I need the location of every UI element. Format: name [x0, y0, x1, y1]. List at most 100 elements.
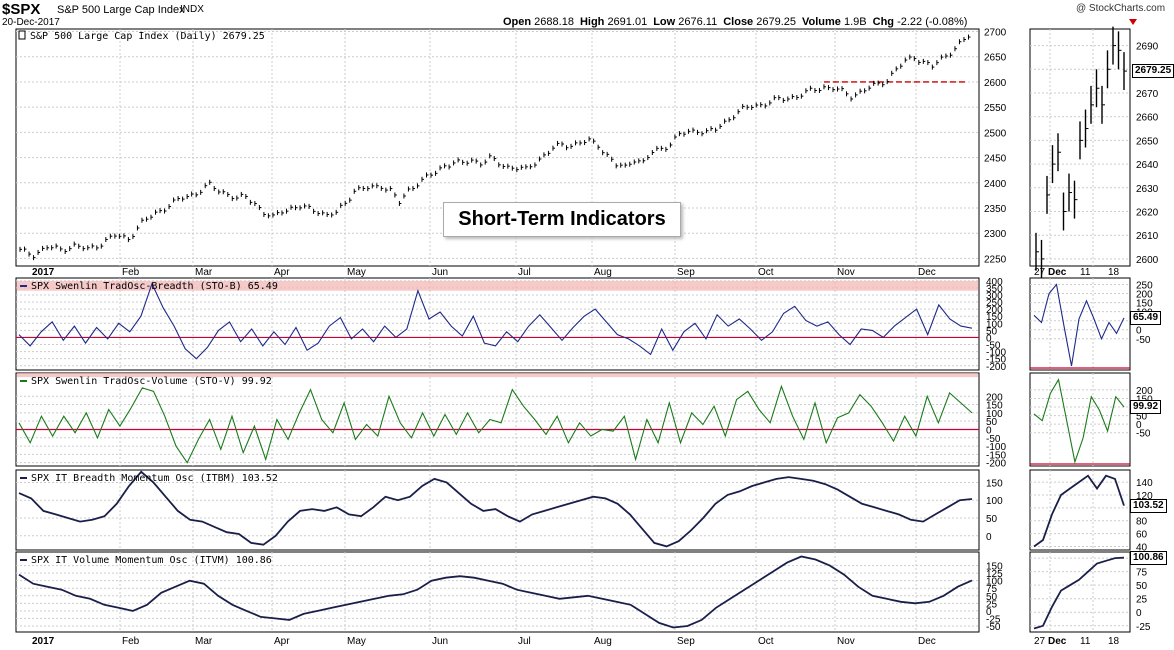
zoom-panel-frame [1029, 372, 1131, 467]
itvm-zoom-line [1033, 556, 1125, 630]
y-tick-label: 250 [1136, 281, 1153, 292]
y-tick-label: 150 [986, 562, 1003, 573]
price-panel-title: S&P 500 Large Cap Index (Daily) 2679.25 [30, 31, 265, 42]
y-tick-label: 50 [986, 592, 998, 603]
x-tick-label: Apr [274, 636, 290, 647]
y-tick-label: 200 [986, 305, 1003, 316]
brand[interactable]: @ StockCharts.com [1076, 3, 1166, 14]
y-tick-label: 100 [986, 496, 1003, 507]
y-tick-label: 400 [986, 277, 1003, 288]
y-tick-label: -50 [986, 341, 1001, 352]
y-tick-label: 2300 [984, 229, 1007, 240]
x-tick-label: Sep [677, 267, 695, 278]
quote-value: 2691.01 [607, 16, 648, 28]
itvm-panel-title: SPX IT Volume Momentum Osc (ITVM) 100.86 [31, 555, 272, 566]
exchange: INDX [180, 4, 204, 15]
y-tick-label: 2550 [984, 103, 1007, 114]
y-tick-label: 2690 [1136, 42, 1159, 53]
change-down-icon [1129, 19, 1137, 25]
y-tick-label: 2610 [1136, 231, 1159, 242]
stov-zoom-line [1033, 378, 1125, 465]
y-tick-label: 150 [1136, 299, 1153, 310]
stov-overbought-band [17, 373, 978, 378]
quote-label: High [579, 16, 608, 28]
x-tick-label: Jun [432, 636, 448, 647]
y-tick-label: 50 [1136, 581, 1148, 592]
zoom-x-tick-label: 11 [1080, 636, 1091, 647]
y-tick-label: 2640 [1136, 160, 1159, 171]
legend-swatch [18, 30, 26, 40]
y-tick-label: 2670 [1136, 89, 1159, 100]
y-tick-label: 2500 [984, 128, 1007, 139]
y-tick-label: 350 [986, 284, 1003, 295]
y-tick-label: 200 [1136, 290, 1153, 301]
y-tick-label: 2630 [1136, 184, 1159, 195]
x-tick-label: Nov [837, 636, 855, 647]
zoom-panel-frame [1029, 469, 1131, 551]
y-tick-label: 40 [1136, 542, 1148, 553]
stob-panel-title: SPX Swenlin TradOsc-Breadth (STO-B) 65.4… [31, 281, 278, 292]
quote-value: 2688.18 [534, 16, 574, 28]
itbm-line [18, 470, 973, 548]
panel-frame [15, 277, 980, 371]
zoom-panel-frame [1029, 277, 1131, 371]
x-tick-label: Feb [122, 636, 140, 647]
y-tick-label: 2450 [984, 154, 1007, 165]
itbm-panel-title: SPX IT Breadth Momentum Osc (ITBM) 103.5… [31, 473, 278, 484]
y-tick-label: -150 [986, 355, 1006, 366]
zoom-x-tick-label: 11 [1080, 267, 1091, 278]
x-tick-label: Dec [918, 636, 936, 647]
y-tick-label: 200 [986, 392, 1003, 403]
x-tick-label: May [347, 267, 366, 278]
stov-panel-title: SPX Swenlin TradOsc-Volume (STO-V) 99.92 [31, 376, 272, 387]
zoom-x-tick-label: 18 [1108, 267, 1120, 278]
stob-line [18, 282, 973, 360]
y-tick-label: 25 [1136, 595, 1148, 606]
y-tick-label: -50 [1136, 429, 1151, 440]
y-tick-label: 25 [986, 599, 998, 610]
y-tick-label: -150 [986, 450, 1006, 461]
x-tick-label: Aug [594, 267, 612, 278]
itvm-line [18, 555, 973, 629]
y-tick-label: 2600 [1136, 255, 1159, 266]
y-tick-label: 150 [1136, 394, 1153, 405]
zoom-x-tick-label: 18 [1108, 636, 1120, 647]
x-tick-label: Oct [758, 636, 774, 647]
y-tick-label: 2400 [984, 179, 1007, 190]
y-tick-label: 2250 [984, 254, 1007, 265]
quote-value: 2676.11 [678, 16, 718, 28]
stob-overbought-band [17, 280, 978, 291]
y-tick-label: 50 [986, 417, 998, 428]
x-tick-label: Jul [518, 267, 531, 278]
y-tick-label: -100 [986, 442, 1006, 453]
zoom-x-tick-label: 27 [1034, 636, 1046, 647]
quote-value: -2.22 (-0.08%) [897, 16, 968, 28]
y-tick-label: 2650 [984, 53, 1007, 64]
y-tick-label: 0 [986, 607, 992, 618]
panel-frame [15, 372, 980, 467]
chart-date: 20-Dec-2017 [2, 17, 60, 28]
x-tick-label: May [347, 636, 366, 647]
quote-label: Close [723, 16, 757, 28]
y-tick-label: 0 [986, 333, 992, 344]
y-tick-label: 0 [986, 532, 992, 543]
y-tick-label: 0 [1136, 608, 1142, 619]
y-tick-label: 60 [1136, 530, 1148, 541]
x-tick-label: Aug [594, 636, 612, 647]
y-tick-label: 75 [986, 584, 998, 595]
x-tick-label: 2017 [32, 267, 55, 278]
price-last-value: 2679.25 [1132, 64, 1174, 79]
y-tick-label: 100 [986, 409, 1003, 420]
stob-zoom-line [1033, 283, 1125, 367]
quote-value: 2679.25 [756, 16, 796, 28]
y-tick-label: 250 [986, 298, 1003, 309]
x-tick-label: Oct [758, 267, 774, 278]
y-tick-label: 150 [986, 312, 1003, 323]
quote-bar: Open 2688.18 High 2691.01 Low 2676.11 Close… [503, 16, 973, 28]
y-tick-label: 2620 [1136, 207, 1159, 218]
y-tick-label: -25 [1136, 622, 1151, 633]
x-tick-label: Apr [274, 267, 290, 278]
quote-label: Low [653, 16, 679, 28]
zoom-x-tick-label: Dec [1048, 267, 1067, 278]
y-tick-label: -25 [986, 614, 1001, 625]
